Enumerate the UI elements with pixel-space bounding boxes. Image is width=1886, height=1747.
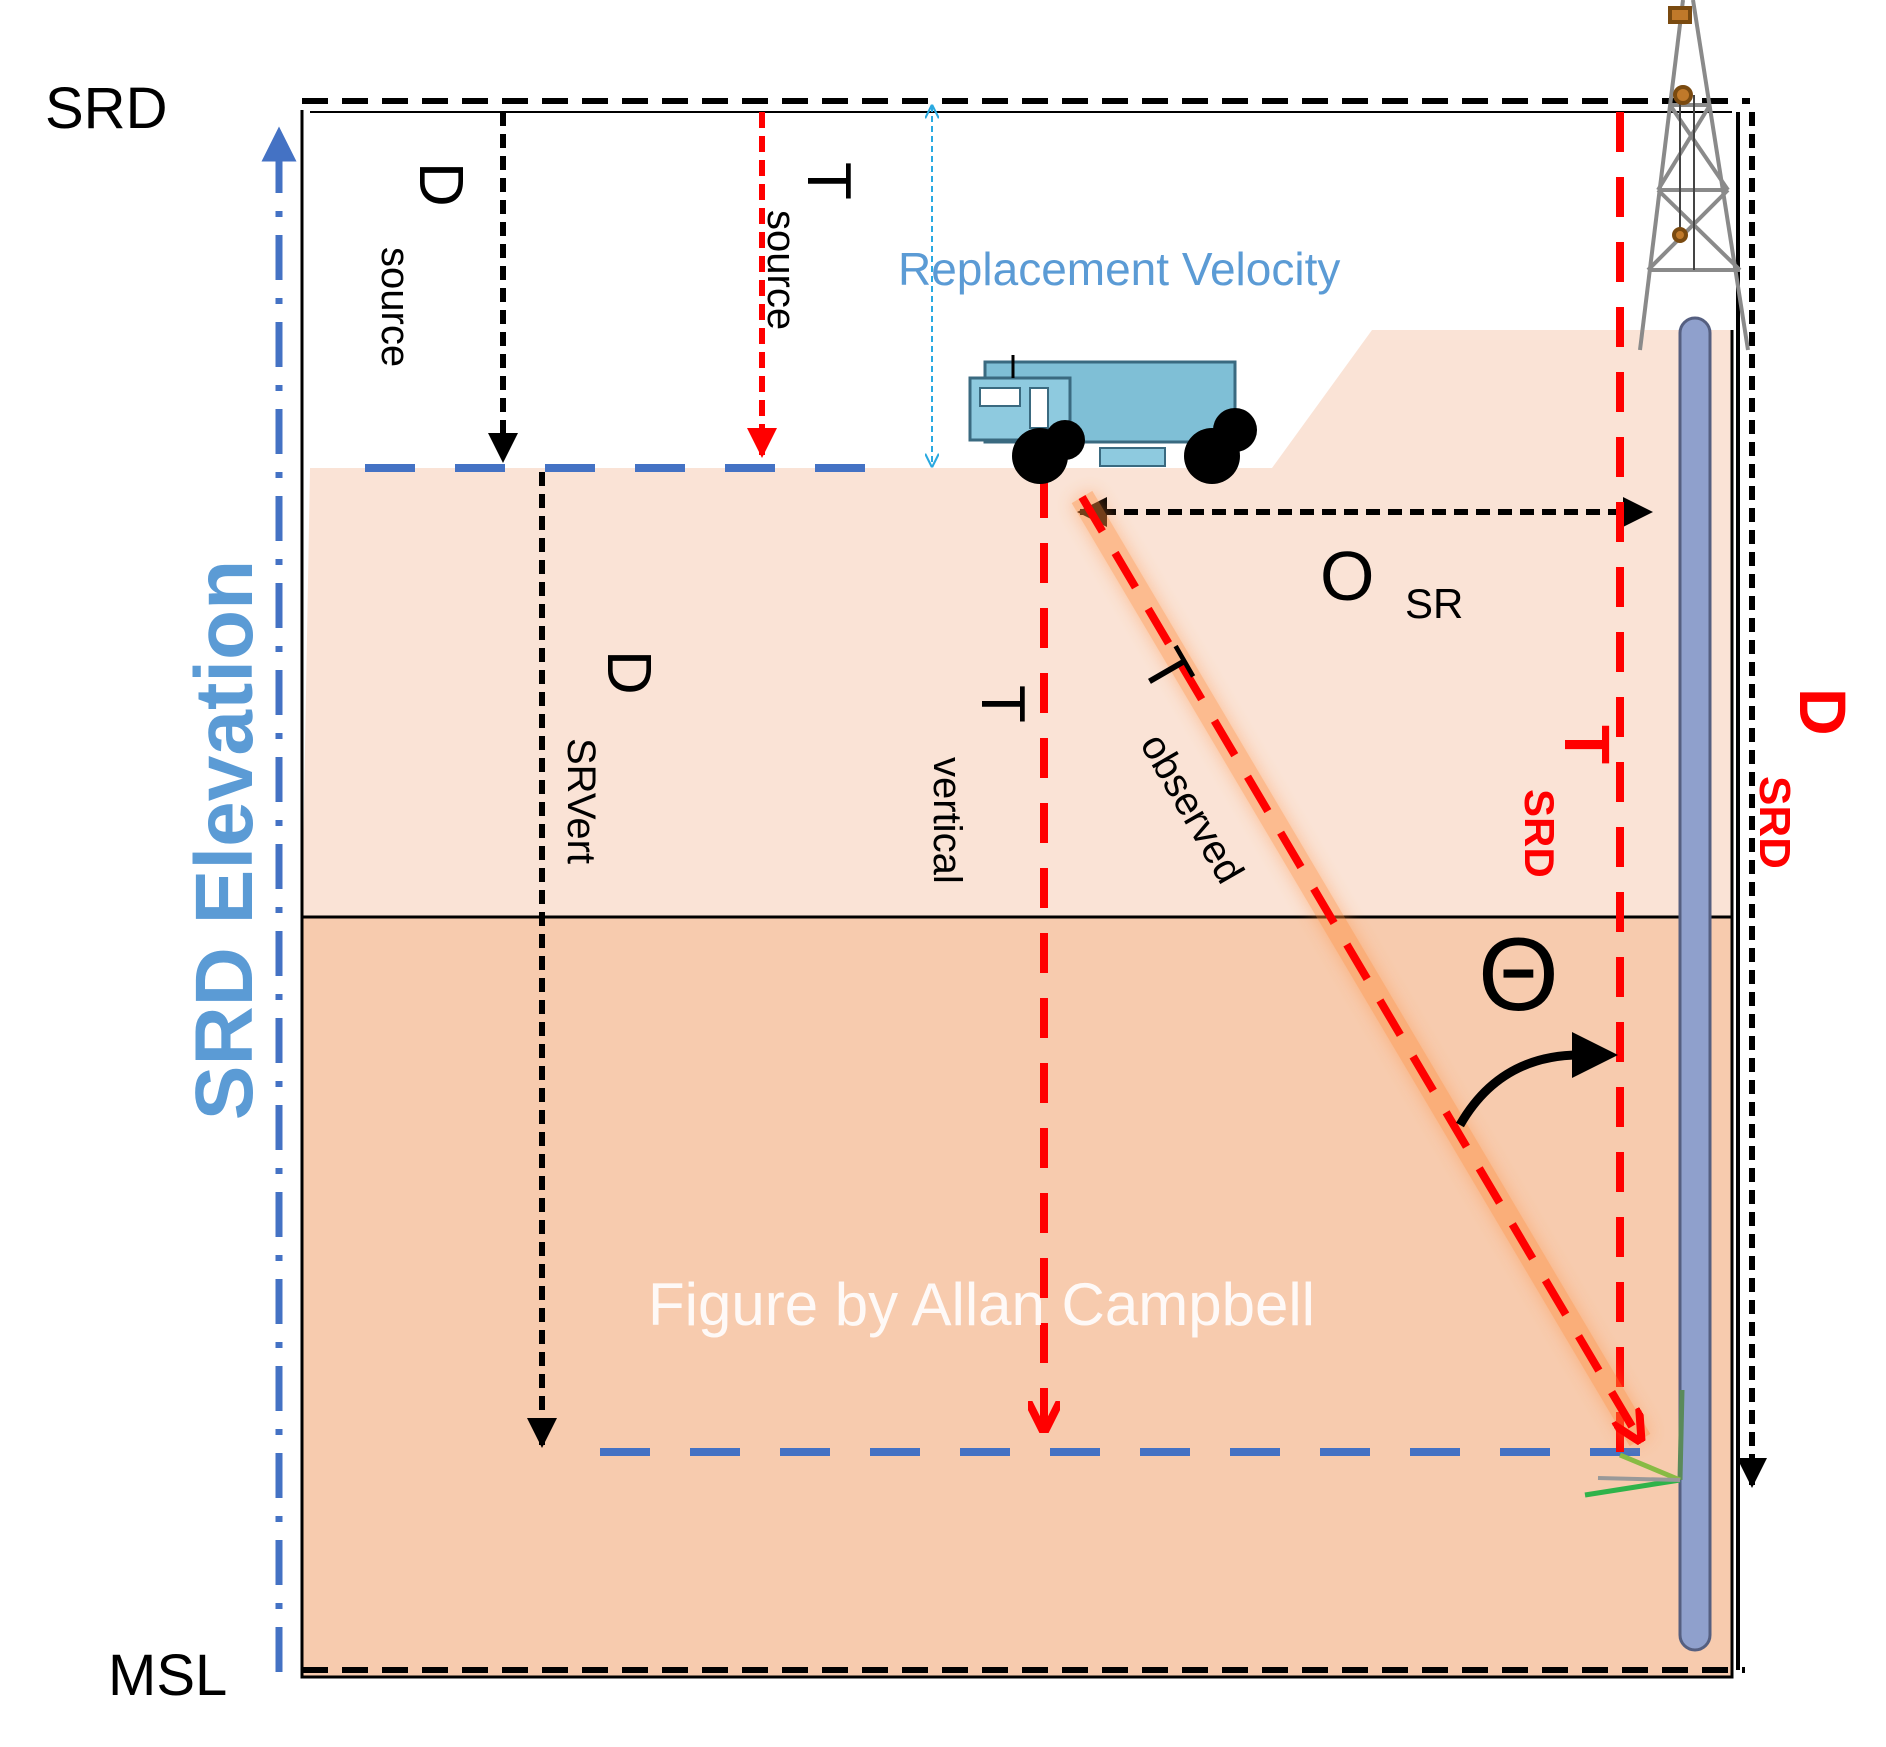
theta-angle-arrow (1456, 1050, 1581, 1128)
t-observed-arrow (1078, 494, 1640, 1440)
svg-text:O: O (1320, 537, 1374, 615)
svg-text:T: T (794, 162, 863, 200)
svg-text:SRD: SRD (1516, 789, 1563, 878)
svg-text:source: source (373, 247, 417, 367)
well-casing (1678, 316, 1712, 1652)
svg-text:SR: SR (1405, 580, 1463, 627)
t-srd-label: T SRD (1516, 725, 1623, 878)
svg-text:vertical: vertical (925, 757, 969, 884)
section-outline (300, 110, 1734, 1679)
drilling-rig-icon (1638, 0, 1750, 351)
srd-label: SRD (45, 76, 167, 141)
svg-text:T: T (968, 685, 1037, 723)
svg-text:D: D (406, 162, 475, 207)
t-vertical-label: T vertical (925, 685, 1037, 884)
receiver-icon (1584, 1389, 1685, 1498)
upper-layer (302, 330, 1732, 917)
theta-arrowhead (1572, 1032, 1618, 1078)
credit-watermark: Figure by Allan Campbell (648, 1271, 1315, 1338)
theta-label: Θ (1478, 917, 1559, 1033)
msl-label: MSL (108, 1643, 227, 1708)
datum-frame (302, 98, 1750, 1673)
srd-elevation-label: SRD Elevation (179, 560, 270, 1120)
svg-text:D: D (594, 650, 663, 695)
svg-text:SRVert: SRVert (559, 738, 603, 864)
replacement-velocity-label: Replacement Velocity (898, 243, 1340, 295)
d-srd-label: D SRD (1750, 688, 1860, 869)
t-source-label: T source (759, 162, 863, 330)
truck-icon (968, 355, 1257, 484)
svg-text:SRD: SRD (1750, 776, 1799, 869)
svg-text:source: source (759, 210, 803, 330)
svg-text:D: D (1786, 688, 1860, 736)
o-sr-label: O SR (1320, 537, 1463, 627)
d-srvert-label: D SRVert (559, 650, 663, 864)
d-source-label: D source (373, 162, 475, 367)
svg-text:T: T (1551, 725, 1623, 764)
earth-layers (300, 110, 1734, 1679)
